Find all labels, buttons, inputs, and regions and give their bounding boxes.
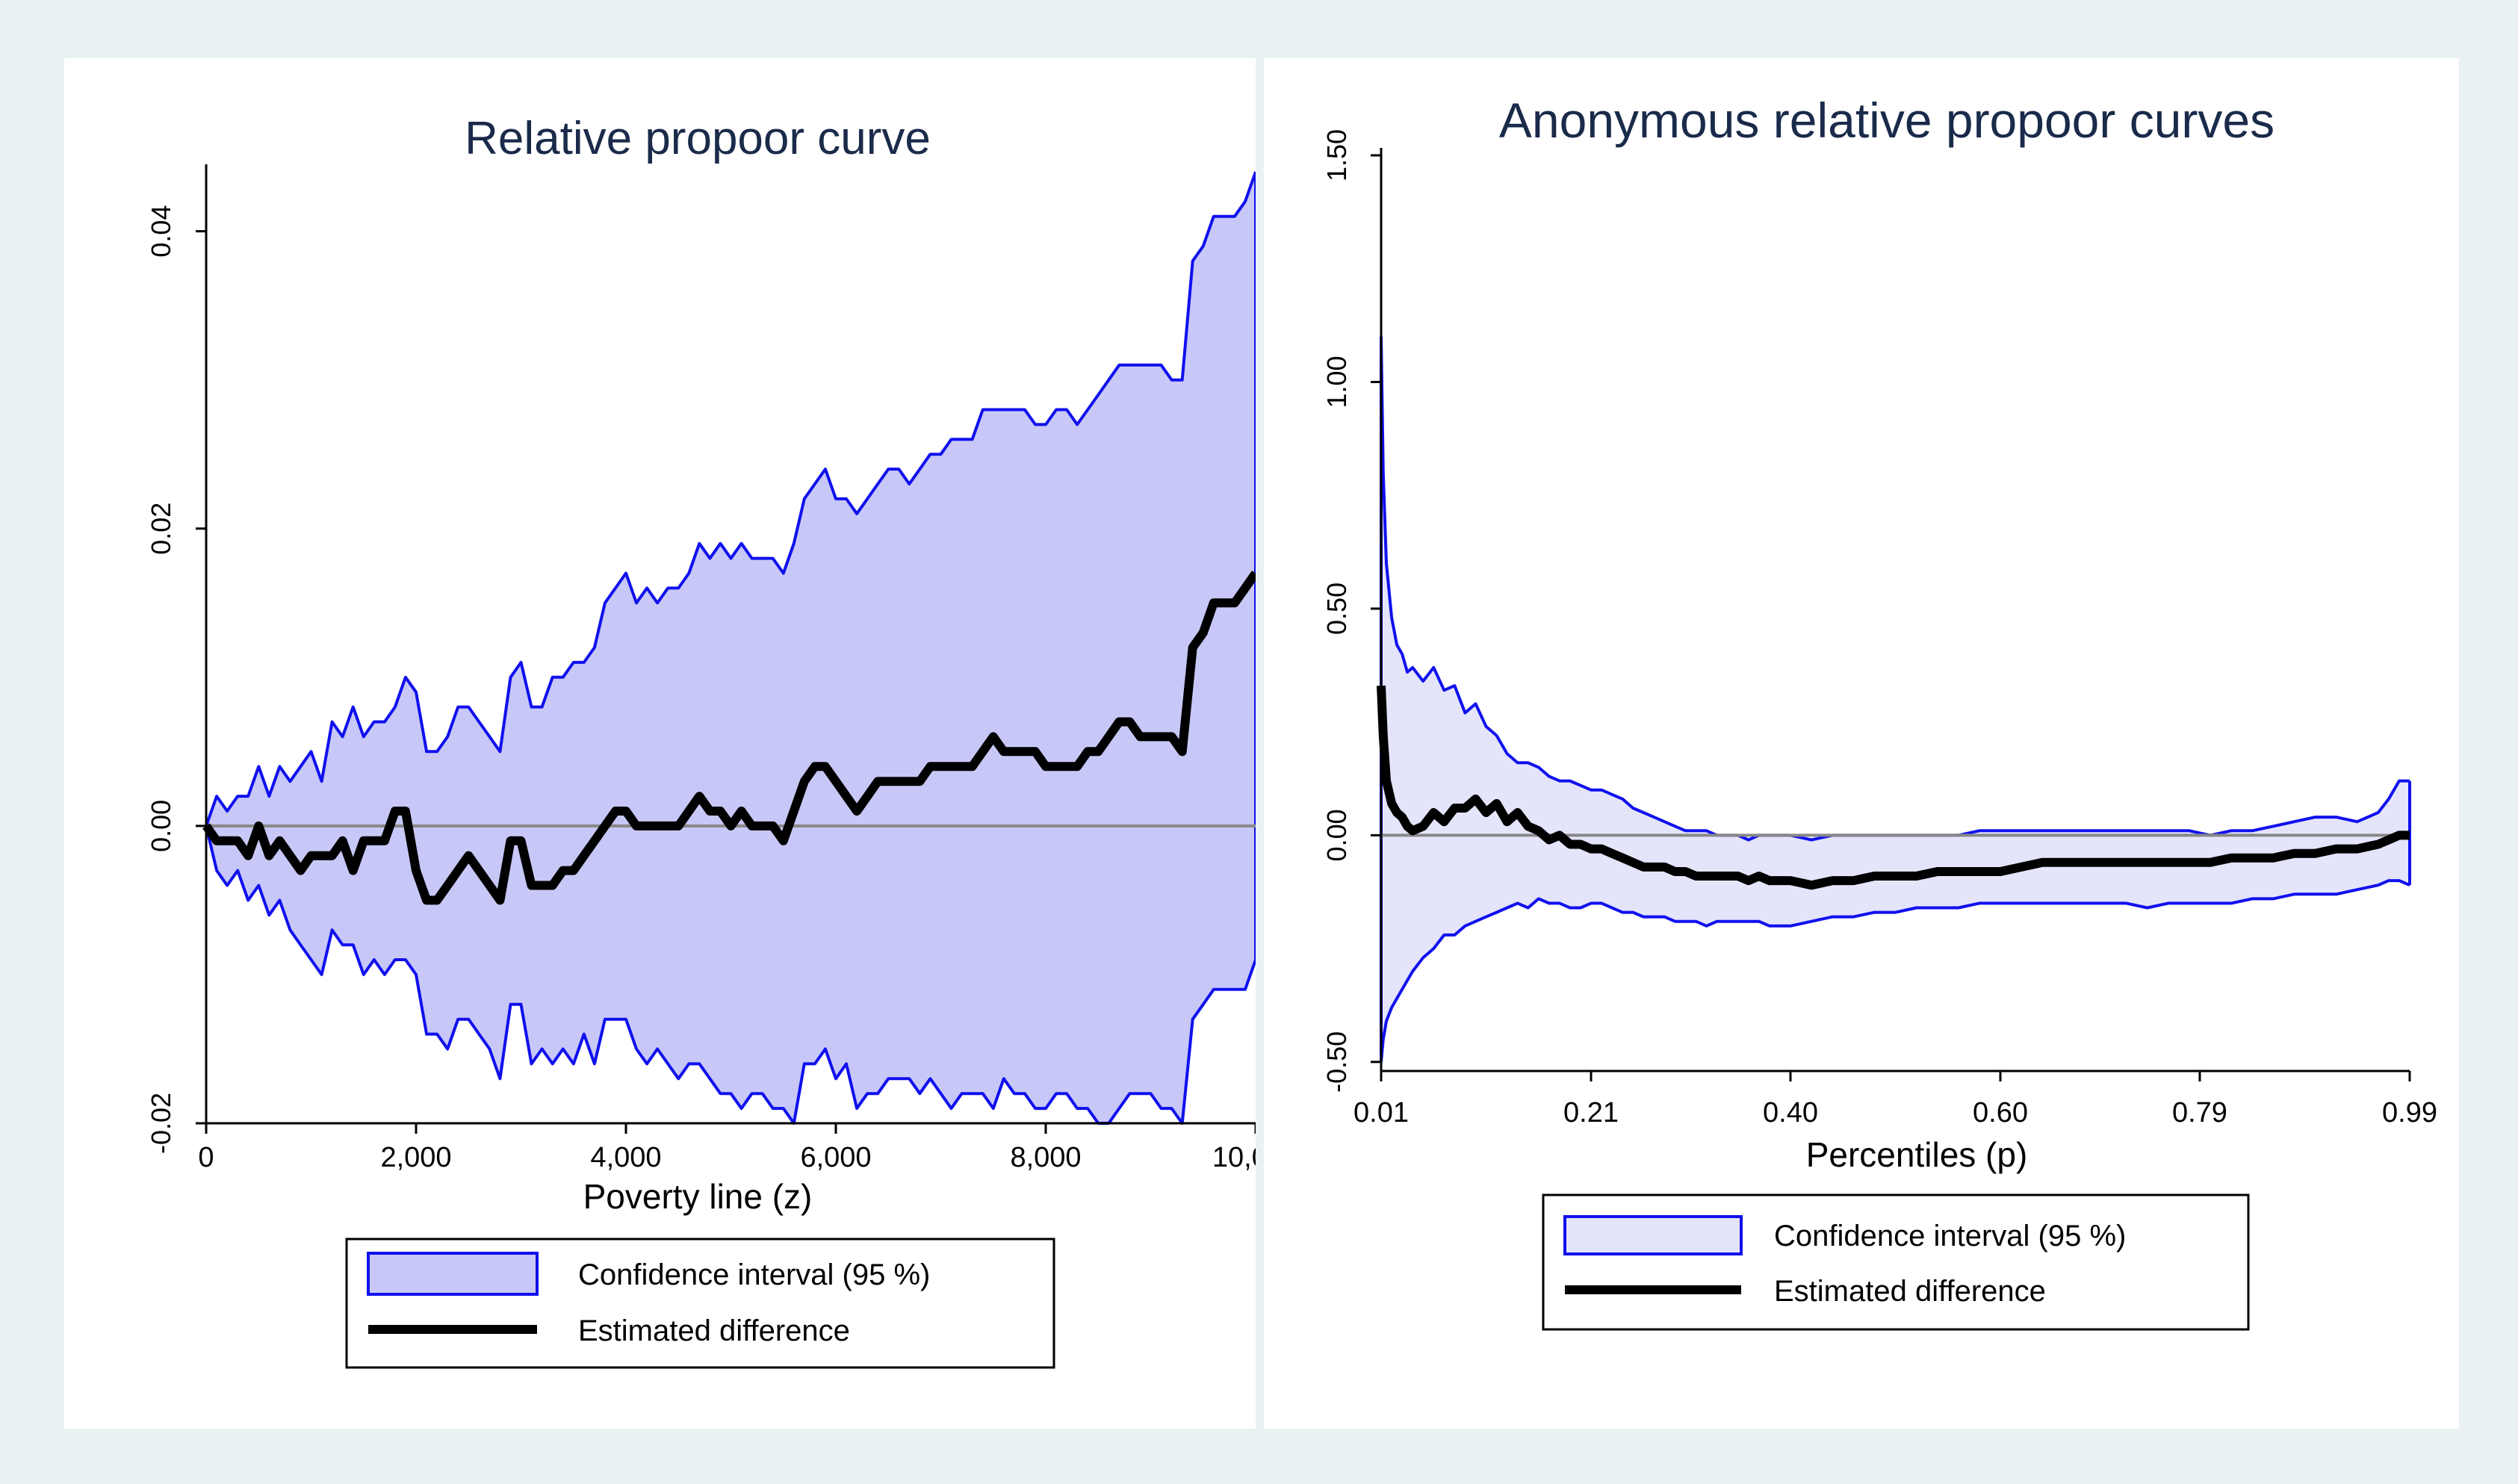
y-tick-label: 0.00 [1321,809,1352,861]
ci-upper-line [205,171,1257,827]
x-tick-label: 0 [198,1142,214,1173]
ci-upper-line [1380,336,2410,842]
y-tick-label: 0.00 [146,800,176,852]
estimate-line [1377,685,2410,890]
y-tick-label: 0.02 [146,503,176,555]
x-tick-label: 0.60 [1973,1097,2028,1128]
left-chart-panel: Relative propoor curve -0.02 0.00 0.02 0.04… [64,58,1299,1429]
legend: Confidence interval (95 %) Estimated dif… [345,1238,1055,1369]
x-tick-label: 0.40 [1763,1097,1818,1128]
x-tick-label: 0.99 [2382,1097,2437,1128]
y-tick-label: 0.50 [1321,583,1352,635]
x-axis-label: Percentiles (p) [1806,1135,2028,1174]
y-tick-label: -0.02 [146,1093,176,1154]
ci-band [1381,336,2410,1062]
legend-ci-label: Confidence interval (95 %) [1774,1220,2126,1252]
right-chart-panel: Anonymous relative propoor curves -0.50 0… [1264,58,2459,1429]
x-axis-label: Poverty line (z) [583,1177,813,1216]
y-tick-label: 1.50 [1321,129,1352,181]
y-tick-label: 0.04 [146,205,176,258]
x-tick-label: 2,000 [380,1142,451,1173]
legend: Confidence interval (95 %) Estimated dif… [1542,1193,2250,1331]
legend-estimate-label: Estimated difference [578,1314,850,1347]
legend-ci-swatch [1563,1215,1743,1255]
y-tick-label: 1.00 [1321,356,1352,408]
x-tick-label: 0.79 [2172,1097,2227,1128]
anonymous-propoor-chart: Anonymous relative propoor curves -0.500… [1321,93,2437,1331]
ci-lower-line [205,825,1257,1125]
x-tick-label: 6,000 [800,1142,871,1173]
y-tick-label: -0.50 [1321,1031,1352,1093]
x-tick-label: 10,000 [1212,1142,1256,1173]
estimate-line [202,571,1259,905]
plot-area: -0.02 0.00 0.02 0.04 0 2,000 4,000 6,000 8,000 10… [146,164,1299,1173]
chart-title: Anonymous relative propoor curves [1499,93,2274,148]
x-tick-label: 4,000 [590,1142,661,1173]
ci-band [206,172,1256,1123]
relative-propoor-chart: Relative propoor curve -0.02 0.00 0.02 0.04… [146,113,1299,1369]
x-tick-label: 8,000 [1010,1142,1081,1173]
x-tick-label: 0.01 [1353,1097,1409,1128]
chart-title: Relative propoor curve [465,113,931,164]
legend-ci-swatch [367,1252,539,1296]
legend-ci-label: Confidence interval (95 %) [578,1258,930,1291]
ci-lower-line [1380,879,2410,1063]
legend-estimate-label: Estimated difference [1774,1275,2046,1308]
plot-area: -0.50 0.00 0.50 1.00 1.50 0.01 0.21 0.40 0.60 0.7… [1321,129,2437,1128]
x-tick-label: 0.21 [1563,1097,1619,1128]
